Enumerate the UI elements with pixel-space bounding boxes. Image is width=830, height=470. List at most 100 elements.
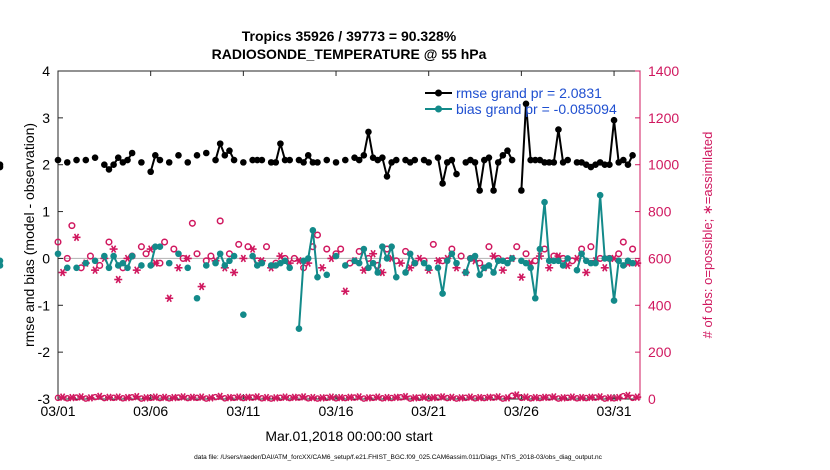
bias-point — [531, 294, 539, 302]
rmse-point — [267, 159, 275, 166]
obs-assimilated-marker-stroke — [606, 393, 613, 402]
bias-point — [615, 257, 622, 265]
bias-point — [0, 262, 4, 269]
obs-assimilated-marker-stroke — [615, 393, 622, 402]
obs-assimilated-marker-stroke — [59, 268, 66, 277]
obs-assimilated-marker-stroke — [254, 393, 260, 401]
obs-assimilated-marker-stroke — [208, 393, 214, 402]
obs-possible-marker — [337, 245, 345, 253]
obs-assimilated-marker-stroke — [634, 393, 640, 401]
bias-point — [527, 264, 534, 272]
obs-assimilated-marker — [318, 263, 327, 272]
obs-assimilated-marker — [396, 259, 405, 267]
rmse-point — [314, 159, 321, 166]
obs-assimilated-marker — [132, 266, 141, 275]
obs-assimilated-marker-stroke — [574, 254, 580, 263]
bias-point — [601, 255, 609, 262]
obs-assimilated-marker-stroke — [523, 393, 529, 401]
obs-possible-marker — [193, 250, 201, 258]
obs-assimilated-marker-stroke — [226, 393, 233, 402]
y-right-tick-label: 200 — [648, 344, 672, 360]
rmse-point — [453, 170, 460, 178]
obs-assimilated-marker — [369, 249, 378, 258]
obs-possible-marker — [86, 252, 94, 260]
obs-assimilated-marker-stroke — [319, 263, 325, 272]
obs-assimilated-marker — [341, 287, 350, 296]
rmse-point — [184, 159, 192, 166]
x-tick-label: 03/31 — [597, 403, 632, 419]
obs-assimilated-marker-stroke — [134, 266, 140, 275]
rmse-point — [230, 156, 238, 164]
obs-assimilated-marker-stroke — [198, 393, 205, 401]
y-left-tick-label: -1 — [38, 297, 51, 313]
obs-assimilated-marker-stroke — [467, 393, 474, 401]
y-right-tick-label: 0 — [648, 391, 656, 407]
obs-assimilated-marker — [517, 273, 526, 282]
obs-assimilated-marker — [600, 263, 609, 272]
obs-assimilated-marker-stroke — [277, 252, 284, 260]
bias-point — [341, 262, 349, 269]
obs-assimilated-marker-stroke — [398, 259, 404, 267]
obs-possible-marker — [161, 238, 169, 246]
rmse-point — [555, 126, 562, 133]
rmse-point — [110, 161, 117, 169]
obs-assimilated-marker-stroke — [310, 393, 316, 402]
rmse-point — [175, 152, 182, 159]
bias-point — [402, 269, 409, 276]
obs-assimilated-marker-stroke — [634, 259, 640, 267]
rmse-point — [300, 159, 307, 166]
x-tick-label: 03/26 — [504, 403, 539, 419]
rmse-point — [476, 187, 483, 194]
obs-assimilated-marker-stroke — [486, 393, 492, 402]
obs-assimilated-marker-stroke — [569, 393, 576, 401]
bias-point — [249, 252, 256, 260]
rmse-point — [101, 161, 108, 169]
obs-assimilated-marker-stroke — [147, 245, 154, 253]
obs-possible-marker — [313, 231, 322, 239]
y-right-tick-label: 400 — [648, 297, 672, 313]
obs-assimilated-marker — [248, 245, 257, 253]
obs-assimilated-marker — [545, 263, 554, 272]
bias-point — [226, 257, 233, 265]
rmse-point — [620, 156, 627, 164]
obs-possible-marker — [587, 243, 595, 251]
bias-point — [138, 262, 145, 269]
obs-assimilated-marker — [415, 254, 424, 263]
bias-point — [91, 257, 99, 265]
obs-assimilated-marker-stroke — [565, 261, 571, 270]
y-right-tick-label: 600 — [648, 250, 672, 266]
obs-assimilated-marker — [498, 266, 507, 275]
obs-assimilated-marker-stroke — [375, 393, 381, 401]
rmse-point — [485, 154, 493, 161]
obs-possible-marker — [137, 243, 145, 251]
rmse-point — [494, 159, 502, 166]
bias-point — [592, 259, 599, 267]
obs-assimilated-marker — [165, 294, 174, 303]
bias-point — [453, 259, 460, 267]
rmse-point — [439, 180, 446, 187]
data-file-footer: data file: /Users/raeder/DAI/ATM_forcXX/… — [194, 454, 603, 461]
obs-assimilated-marker-stroke — [236, 393, 242, 401]
obs-assimilated-marker-stroke — [124, 393, 131, 402]
rmse-point — [138, 159, 145, 166]
bias-point — [476, 271, 483, 279]
bias-point — [332, 252, 340, 260]
obs-possible-marker — [522, 250, 530, 258]
bias-point — [355, 259, 363, 267]
rmse-point — [499, 152, 507, 159]
bias-point — [202, 262, 210, 269]
rmse-point — [258, 156, 266, 164]
bias-point — [230, 252, 238, 260]
obs-assimilated-marker-stroke — [365, 393, 372, 402]
rmse-point — [629, 152, 636, 159]
obs-assimilated-marker-stroke — [171, 393, 177, 402]
obs-possible-marker — [188, 219, 196, 227]
rmse-point — [165, 159, 173, 166]
bias-point — [110, 252, 117, 260]
rmse-point — [471, 159, 479, 166]
obs-possible-marker — [105, 238, 113, 246]
rmse-point — [545, 159, 553, 166]
obs-assimilated-marker-stroke — [449, 393, 455, 402]
rmse-point — [82, 156, 90, 164]
bias-point — [286, 264, 293, 272]
